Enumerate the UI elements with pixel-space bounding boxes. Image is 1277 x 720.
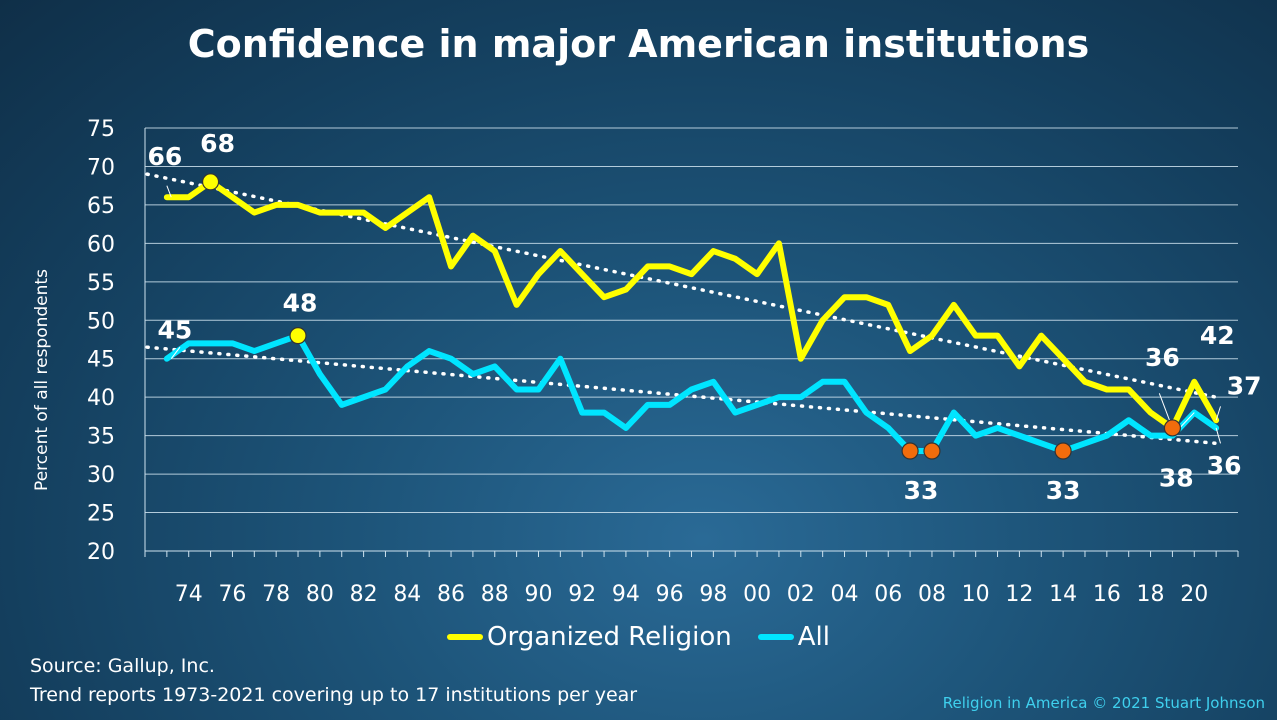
leader-line (1215, 406, 1221, 421)
x-tick-label: 84 (393, 582, 421, 607)
data-label: 33 (1046, 476, 1081, 505)
leader-line (1215, 427, 1221, 444)
x-tick-label: 08 (918, 582, 946, 607)
trend-note: Trend reports 1973-2021 covering up to 1… (30, 684, 638, 706)
x-tick-label: 96 (656, 582, 684, 607)
chart-title: Confidence in major American institution… (187, 22, 1090, 66)
x-tick-label: 04 (831, 582, 859, 607)
highlight-point (1054, 442, 1072, 460)
x-tick-label: 00 (743, 582, 771, 607)
y-tick-label: 65 (87, 194, 115, 219)
y-tick-label: 60 (87, 232, 115, 257)
data-label: 66 (147, 142, 182, 171)
data-label: 36 (1207, 451, 1242, 480)
data-label: 37 (1227, 371, 1262, 400)
x-tick-label: 90 (524, 582, 552, 607)
legend-swatch-all (757, 634, 794, 640)
data-label: 38 (1159, 464, 1194, 493)
leader-line (166, 185, 172, 198)
y-tick-label: 45 (87, 348, 115, 373)
y-tick-label: 20 (87, 540, 115, 565)
y-tick-label: 35 (87, 425, 115, 450)
data-label: 48 (283, 289, 318, 318)
highlight-point (1163, 419, 1182, 437)
legend: Organized Religion All (0, 622, 1277, 652)
highlight-point (289, 327, 307, 345)
x-tick-label: 12 (1005, 582, 1033, 607)
data-label: 33 (904, 476, 939, 505)
y-tick-label: 40 (87, 386, 115, 411)
copyright-note: Religion in America © 2021 Stuart Johnso… (942, 694, 1265, 712)
x-tick-label: 18 (1137, 582, 1165, 607)
highlight-point (201, 173, 220, 191)
x-tick-label: 88 (481, 582, 509, 607)
x-tick-label: 76 (218, 582, 246, 607)
data-label: 45 (157, 316, 192, 345)
data-label: 36 (1145, 343, 1180, 372)
leader-line (170, 346, 181, 360)
legend-item-religion: Organized Religion (447, 622, 732, 652)
y-tick-label: 50 (87, 309, 115, 334)
x-tick-label: 10 (962, 582, 990, 607)
y-tick-label: 30 (87, 463, 115, 488)
y-tick-label: 25 (87, 502, 115, 527)
x-tick-label: 78 (262, 582, 290, 607)
legend-label-religion: Organized Religion (487, 622, 732, 652)
legend-item-all: All (757, 622, 830, 652)
x-tick-label: 92 (568, 582, 596, 607)
x-tick-label: 82 (350, 582, 378, 607)
x-tick-label: 20 (1180, 582, 1208, 607)
series-line-religion (163, 178, 1220, 431)
series-line-all (163, 332, 1220, 455)
source-note: Source: Gallup, Inc. (30, 655, 215, 677)
highlight-point (923, 442, 941, 460)
x-tick-label: 80 (306, 582, 334, 607)
legend-swatch-religion (447, 634, 484, 640)
y-tick-label: 70 (87, 155, 115, 180)
x-tick-label: 06 (874, 582, 902, 607)
x-tick-label: 16 (1093, 582, 1121, 607)
y-tick-label: 75 (87, 117, 115, 142)
data-label: 42 (1200, 321, 1235, 350)
data-label: 68 (200, 129, 235, 158)
legend-label-all: All (797, 622, 830, 652)
y-axis-label: Percent of all respondents (32, 269, 52, 491)
trendline-all (145, 345, 1218, 446)
highlight-point (901, 442, 919, 460)
x-tick-label: 86 (437, 582, 465, 607)
x-tick-label: 02 (787, 582, 815, 607)
y-tick-label: 55 (87, 271, 115, 296)
x-tick-label: 74 (175, 582, 203, 607)
x-tick-label: 14 (1049, 582, 1077, 607)
x-tick-label: 98 (699, 582, 727, 607)
x-tick-label: 94 (612, 582, 640, 607)
